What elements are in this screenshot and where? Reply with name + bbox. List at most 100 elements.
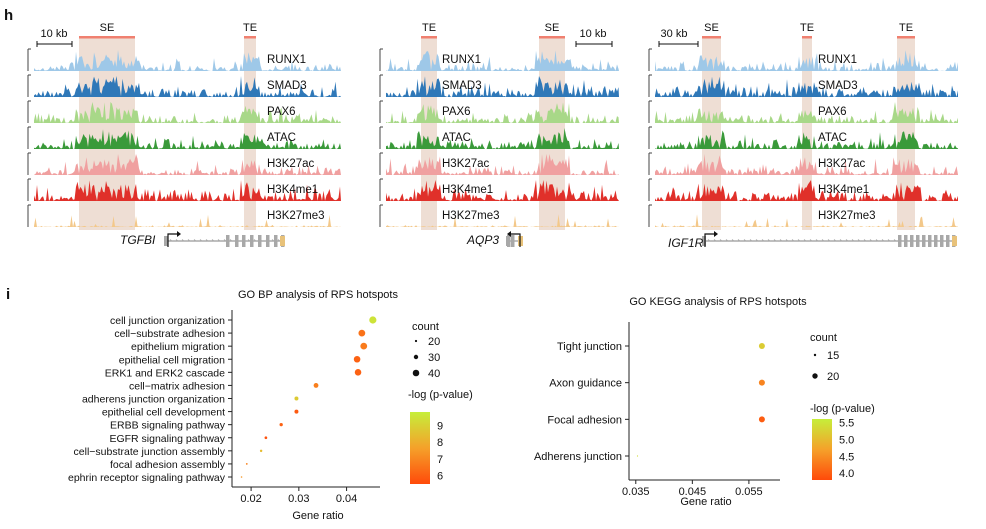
y-tick-label: cell−substrate adhesion [114, 328, 225, 340]
tss-arrow-head [177, 231, 181, 237]
track-label: H3K27ac [442, 158, 490, 170]
gene-strand-mark [737, 239, 741, 242]
size-legend-dot [413, 354, 419, 360]
gene-strand-mark [271, 239, 275, 242]
gene-exon [266, 235, 270, 247]
track-label: PAX6 [442, 106, 471, 118]
region-bar [421, 36, 437, 39]
gene-exon [250, 235, 254, 247]
gene-exon [164, 236, 168, 246]
y-tick-label: Axon guidance [549, 378, 622, 390]
bp-xlabel: Gene ratio [292, 510, 343, 522]
track-label: H3K27me3 [818, 210, 876, 222]
data-point [369, 316, 377, 324]
gene-strand-mark [205, 239, 209, 242]
track-signal [386, 154, 619, 175]
y-tick-label: ERK1 and ERK2 cascade [105, 367, 225, 379]
region-label: TE [899, 22, 913, 34]
kegg-xlabel: Gene ratio [680, 496, 731, 508]
data-point [758, 416, 765, 423]
gene-strand-mark [875, 239, 879, 242]
locus-igf1r: SE TE TE 30 kb RUNX1 SMAD3 PAX6 ATAC H3K27ac H3K4… [648, 22, 958, 250]
size-legend-dot [812, 373, 818, 379]
gene-exon [916, 235, 920, 247]
color-bar-tick-label: 4.5 [839, 451, 854, 463]
track-signal [655, 180, 958, 201]
track-signal [386, 214, 619, 227]
gene-strand-mark [881, 239, 885, 242]
data-point [264, 436, 268, 440]
color-bar-tick-label: 9 [437, 420, 443, 432]
track-label: SMAD3 [442, 80, 482, 92]
track-label: ATAC [818, 132, 847, 144]
gene-exon [235, 235, 239, 247]
track-label: ATAC [267, 132, 296, 144]
gene-strand-mark [797, 239, 801, 242]
data-point [354, 369, 362, 376]
gene-strand-mark [187, 239, 191, 242]
gene-strand-mark [181, 239, 185, 242]
gene-strand-mark [845, 239, 849, 242]
data-point [758, 379, 765, 386]
gene-strand-mark [863, 239, 867, 242]
y-tick-label: ERBB signaling pathway [110, 420, 226, 432]
color-bar [812, 419, 832, 480]
gene-strand-mark [719, 239, 723, 242]
locus-aqp3: TE SE 10 kb RUNX1 SMAD3 PAX6 ATAC H3K27ac H3K4me… [379, 22, 619, 247]
track-label: H3K4me1 [442, 184, 493, 196]
y-tick-label: Adherens junction [534, 451, 622, 463]
gene-strand-mark [731, 239, 735, 242]
gene-strand-mark [869, 239, 873, 242]
data-point [313, 383, 319, 388]
track-signal [655, 102, 958, 123]
gene-strand-mark [217, 239, 221, 242]
gene-strand-mark [169, 239, 173, 242]
track-signal [655, 130, 958, 149]
x-tick-label: 0.045 [679, 486, 707, 498]
region-bar [244, 36, 256, 39]
gene-strand-mark [199, 239, 203, 242]
go-kegg-dot-plot: GO KEGG analysis of RPS hotspots Gene ra… [534, 296, 875, 508]
gene-utr [952, 236, 957, 246]
track-signal [34, 180, 341, 201]
track-label: SMAD3 [818, 80, 858, 92]
x-tick-label: 0.02 [240, 493, 261, 505]
tss-arrow [704, 233, 714, 247]
y-tick-label: epithelium migration [131, 341, 225, 353]
region-bar [802, 36, 812, 39]
gene-exon [946, 235, 950, 247]
size-legend-label: 15 [827, 350, 839, 362]
data-point [353, 355, 361, 363]
gene-exon [898, 235, 902, 247]
gene-strand-mark [833, 239, 837, 242]
track-signal [386, 50, 619, 71]
track-signal [34, 129, 341, 149]
gene-strand-mark [277, 239, 281, 242]
track-label: H3K27me3 [442, 210, 500, 222]
y-tick-label: ephrin receptor signaling pathway [68, 472, 226, 484]
track-label: PAX6 [818, 106, 847, 118]
track-label: H3K4me1 [818, 184, 869, 196]
y-tick-label: epithelial cell migration [119, 354, 225, 366]
size-legend-label: 30 [428, 352, 440, 364]
data-point [245, 463, 248, 465]
y-tick-label: EGFR signaling pathway [109, 433, 225, 445]
gene-strand-mark [773, 239, 777, 242]
tss-arrow [167, 233, 177, 247]
gene-strand-mark [893, 239, 897, 242]
gene-strand-mark [175, 239, 179, 242]
tss-arrow [511, 233, 521, 247]
gene-strand-mark [761, 239, 765, 242]
color-bar-tick-label: 5.0 [839, 434, 854, 446]
region-label: TE [243, 22, 257, 34]
gene-exon [274, 235, 278, 247]
panel-i-letter: i [6, 286, 10, 303]
track-signal [655, 50, 958, 71]
gene-strand-mark [809, 239, 813, 242]
color-bar-tick-label: 5.5 [839, 417, 854, 429]
y-tick-label: cell−matrix adhesion [129, 380, 225, 392]
gene-name: AQP3 [466, 233, 499, 247]
gene-strand-mark [857, 239, 861, 242]
gene-strand-mark [803, 239, 807, 242]
scale-label: 10 kb [580, 28, 607, 40]
